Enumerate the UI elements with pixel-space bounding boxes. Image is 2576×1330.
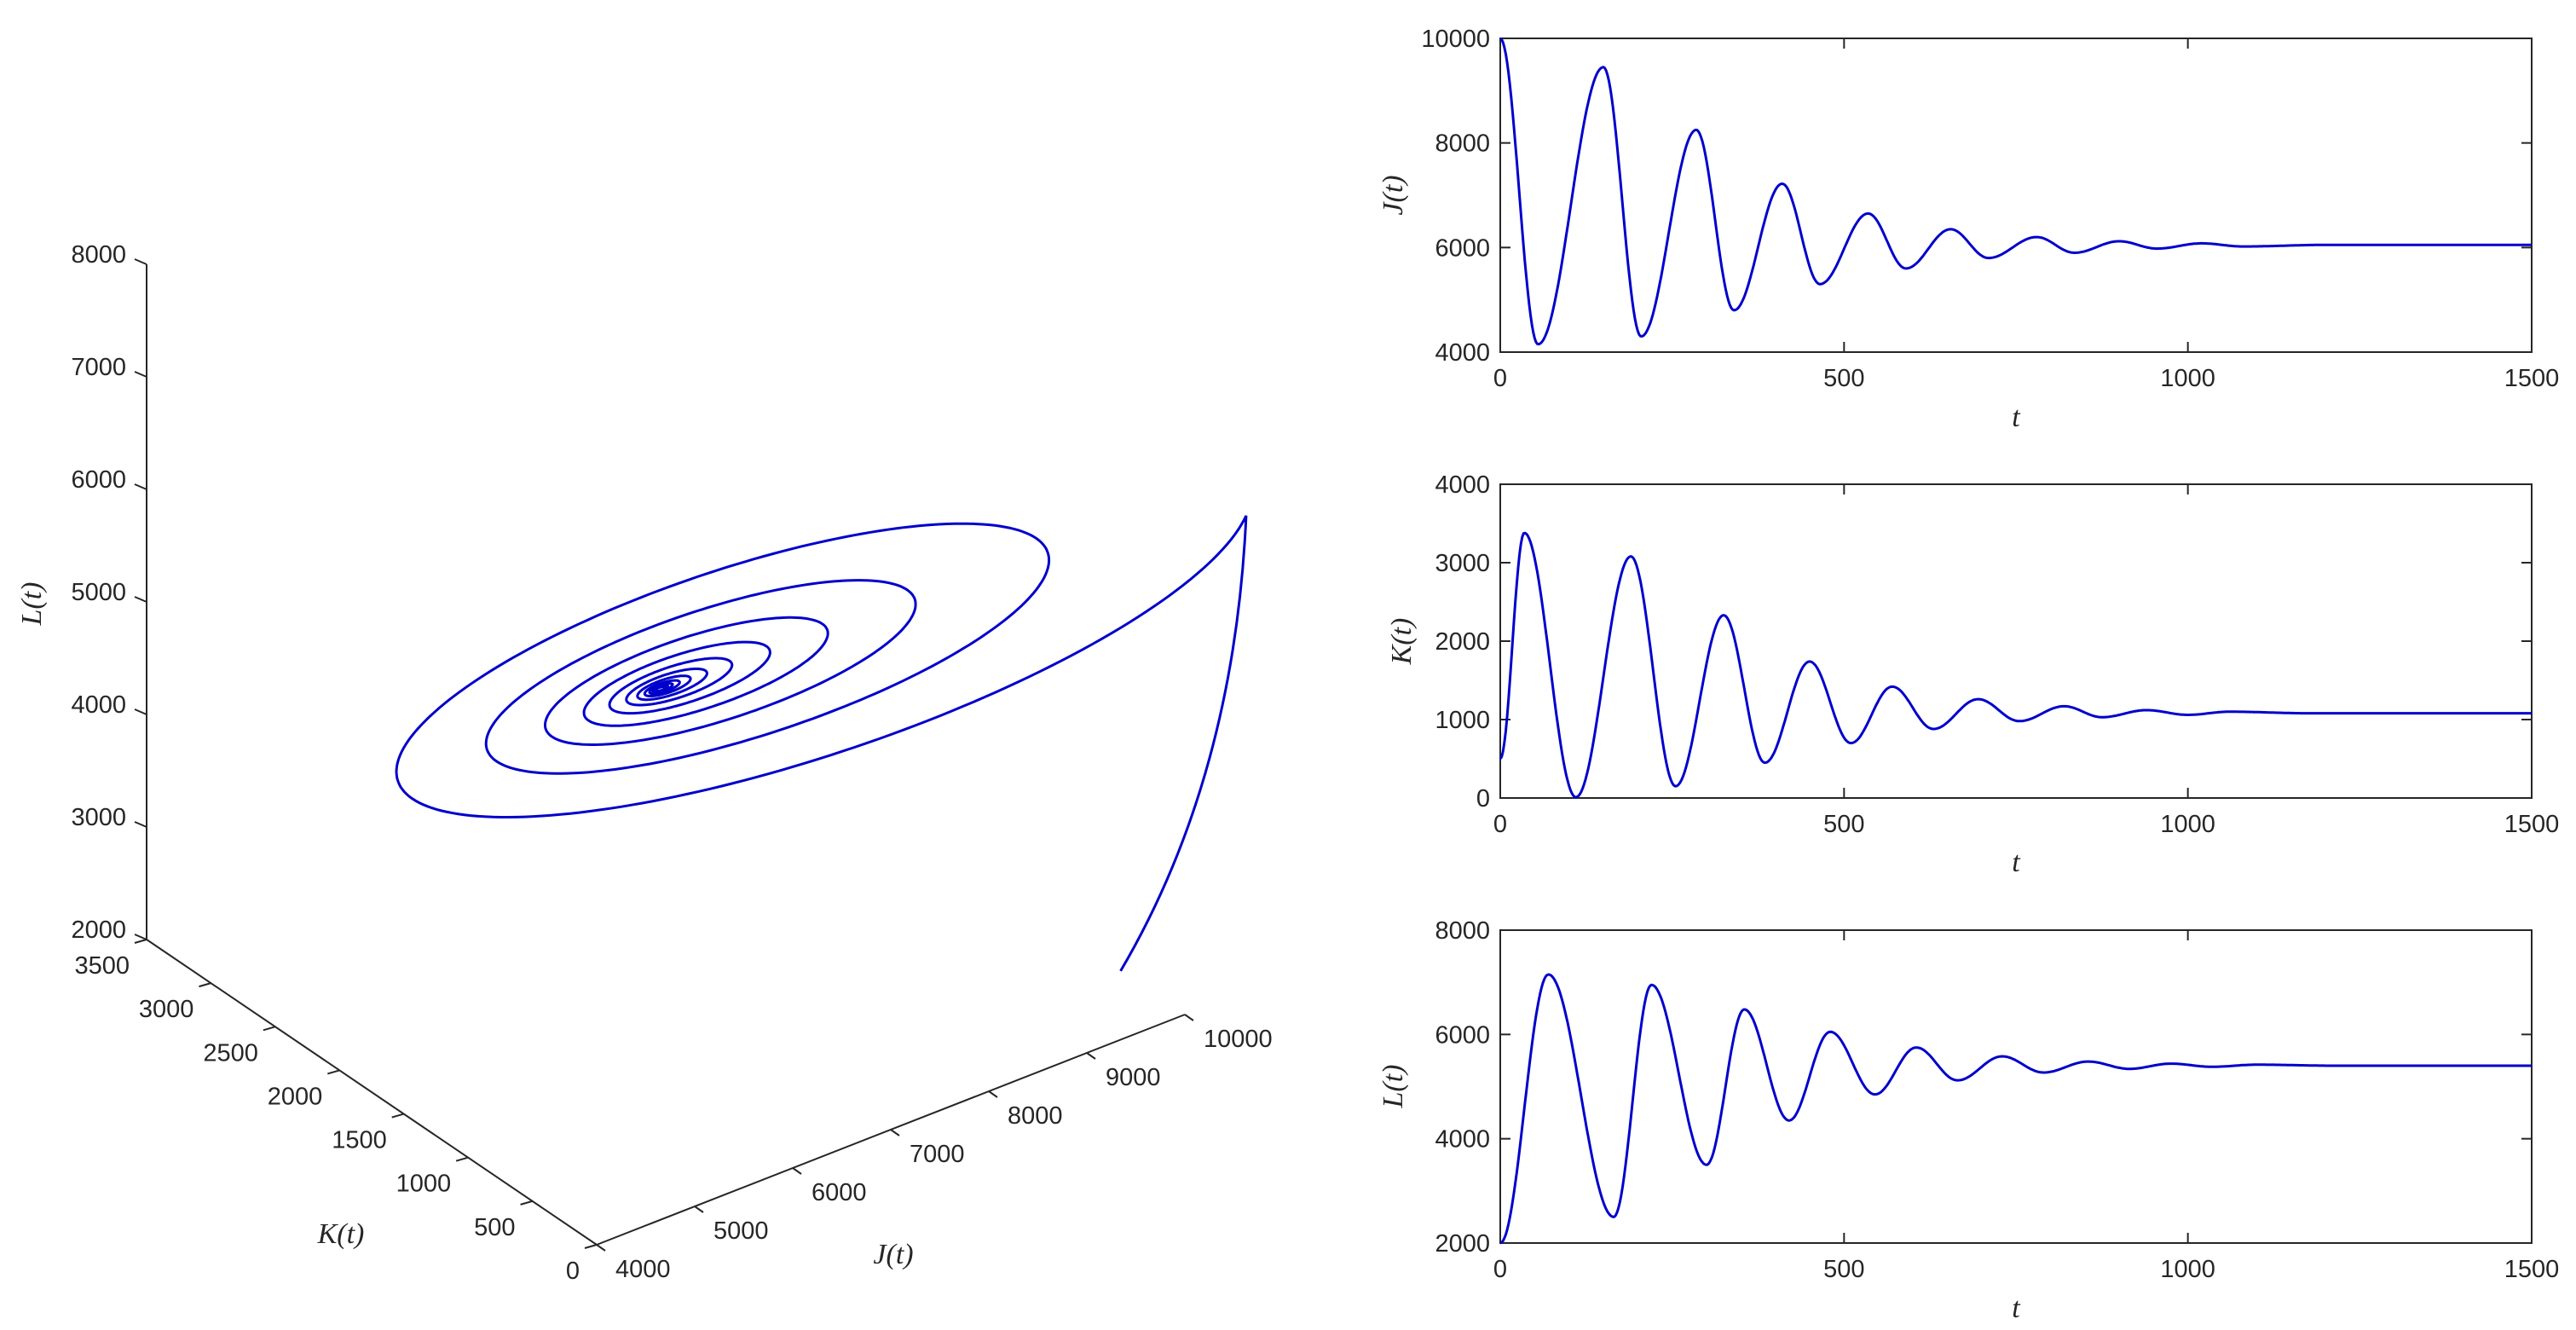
y-tick-label: 6000 — [1435, 1021, 1490, 1049]
z-tick-label: 6000 — [71, 466, 126, 494]
z-tick-mark — [134, 371, 147, 378]
x-tick-mark — [694, 1206, 704, 1213]
x-tick-label: 500 — [1823, 811, 1864, 838]
plot-frame-k — [1499, 483, 2533, 799]
x-tick-label: 500 — [1823, 1256, 1864, 1283]
y-tick-mark — [520, 1200, 533, 1206]
z-tick-mark — [134, 708, 147, 715]
z-tick-mark — [134, 483, 147, 490]
y-axis-label-k: K(t) — [1386, 618, 1418, 666]
x-tick-label: 6000 — [811, 1179, 867, 1206]
y-tick-label: 1000 — [1435, 707, 1490, 734]
x-tick-label: 0 — [1493, 1256, 1507, 1283]
y-tick-label: 3000 — [139, 996, 194, 1023]
y-tick-mark — [327, 1069, 340, 1075]
x-tick-label: 500 — [1823, 365, 1864, 392]
phase-portrait-ticks: 4000 5000 6000 7000 8000 9000 10000 0 500 1000 150… — [71, 241, 1272, 1285]
series-line-k — [1499, 531, 2532, 799]
y-tick-label: 6000 — [1435, 234, 1490, 262]
x-tick-label: 0 — [1493, 811, 1507, 838]
y-tick-mark — [391, 1113, 404, 1119]
x-tick-mark — [792, 1167, 802, 1175]
y-tick-mark — [584, 1244, 598, 1249]
x-tick-label: 0 — [1493, 365, 1507, 392]
z-tick-label: 7000 — [71, 354, 126, 381]
y-tick-label: 2500 — [203, 1039, 258, 1067]
y-tick-mark — [455, 1156, 469, 1162]
series-line-l — [1499, 973, 2532, 1245]
x-tick-label: 1000 — [2160, 811, 2215, 838]
phase-portrait-trajectory — [395, 515, 1248, 972]
x-axis-label-t: t — [2012, 847, 2021, 878]
time-series-j: 0 500 1000 1500 4000 6000 8000 10000 t J(t) — [1378, 26, 2559, 433]
x-tick-mark — [1086, 1052, 1096, 1060]
y-axis-label-k: K(t) — [317, 1218, 365, 1250]
z-tick-mark — [134, 258, 147, 265]
x-axis-label-j: J(t) — [873, 1239, 913, 1270]
ticks-j: 0 500 1000 1500 4000 6000 8000 10000 — [1421, 26, 2559, 392]
y-tick-label: 10000 — [1421, 26, 1490, 53]
y-tick-label: 2000 — [1435, 1230, 1490, 1258]
y-tick-label: 2000 — [1435, 628, 1490, 656]
y-tick-mark — [134, 939, 147, 944]
x-tick-label: 10000 — [1204, 1026, 1273, 1053]
y-tick-mark — [199, 982, 211, 988]
phase-portrait-3d: 4000 5000 6000 7000 8000 9000 10000 0 500 1000 150… — [16, 241, 1273, 1285]
y-tick-label: 4000 — [1435, 1126, 1490, 1154]
y-tick-label: 3000 — [1435, 550, 1490, 577]
x-tick-mark — [1184, 1014, 1194, 1021]
x-tick-label: 1000 — [2160, 1256, 2215, 1283]
ticks-l: 0 500 1000 1500 2000 4000 6000 8000 — [1435, 917, 2559, 1283]
y-tick-label: 3500 — [74, 952, 130, 980]
y-tick-label: 4000 — [1435, 471, 1490, 499]
y-axis-line — [146, 939, 598, 1246]
x-tick-label: 7000 — [910, 1141, 965, 1168]
y-axis-label-l: L(t) — [1378, 1065, 1409, 1109]
y-tick-label: 0 — [566, 1258, 580, 1285]
y-tick-label: 8000 — [1435, 130, 1490, 158]
time-series-k: 0 500 1000 1500 0 1000 2000 3000 4000 t K(t) — [1386, 471, 2559, 878]
x-tick-mark — [890, 1129, 900, 1136]
y-tick-label: 500 — [474, 1214, 515, 1241]
x-tick-label: 1500 — [2504, 365, 2560, 392]
z-tick-label: 8000 — [71, 241, 126, 269]
plot-frame-l — [1499, 929, 2533, 1244]
x-tick-label: 9000 — [1106, 1064, 1161, 1091]
ticks-k: 0 500 1000 1500 0 1000 2000 3000 4000 — [1435, 471, 2559, 838]
y-tick-label: 1500 — [332, 1127, 387, 1154]
z-tick-label: 2000 — [71, 917, 126, 944]
z-tick-label: 5000 — [71, 579, 126, 606]
y-axis-label-j: J(t) — [1378, 175, 1409, 215]
x-tick-label: 1500 — [2504, 1256, 2560, 1283]
z-tick-label: 4000 — [71, 691, 126, 719]
x-axis-label-t: t — [2012, 1292, 2021, 1324]
z-tick-label: 3000 — [71, 804, 126, 831]
x-tick-label: 5000 — [713, 1217, 769, 1245]
y-tick-label: 2000 — [268, 1083, 323, 1110]
y-tick-label: 0 — [1476, 785, 1490, 812]
series-line-j — [1499, 37, 2532, 346]
z-tick-mark — [134, 821, 147, 828]
x-tick-label: 1000 — [2160, 365, 2215, 392]
x-tick-mark — [988, 1090, 998, 1098]
time-series-l: 0 500 1000 1500 2000 4000 6000 8000 t L(t) — [1378, 917, 2559, 1324]
z-tick-mark — [134, 596, 147, 603]
z-tick-mark — [134, 934, 147, 940]
y-tick-label: 1000 — [396, 1171, 452, 1198]
z-axis-label-l: L(t) — [16, 582, 48, 627]
x-tick-label: 4000 — [615, 1256, 671, 1283]
x-axis-label-t: t — [2012, 402, 2021, 433]
y-tick-label: 4000 — [1435, 339, 1490, 367]
x-tick-label: 1500 — [2504, 811, 2560, 838]
plot-frame-j — [1499, 38, 2533, 353]
y-tick-mark — [263, 1026, 276, 1032]
y-tick-label: 8000 — [1435, 917, 1490, 945]
x-tick-label: 8000 — [1008, 1102, 1063, 1130]
x-tick-mark — [596, 1244, 606, 1252]
